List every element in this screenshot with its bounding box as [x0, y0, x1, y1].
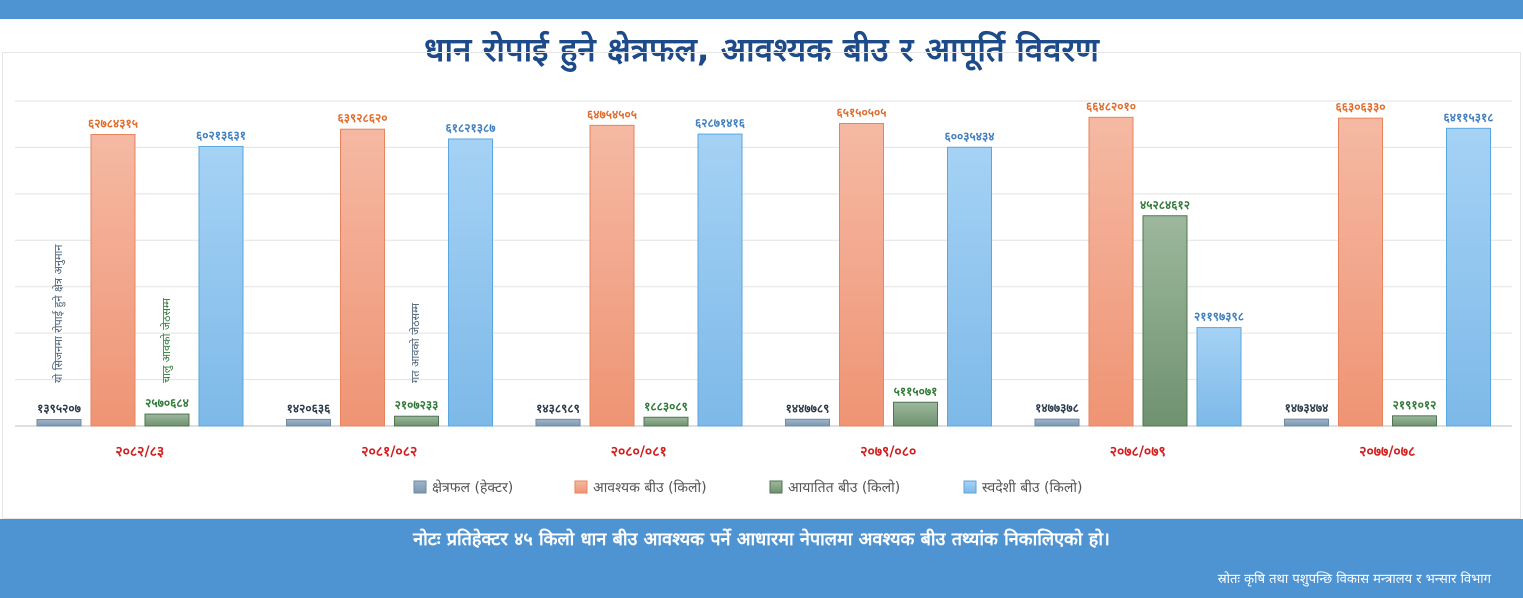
data-label-required-seed: ६४७५४५०५ [587, 107, 637, 121]
category-label: २०७८/०७९ [1110, 444, 1166, 460]
bar-area [36, 419, 82, 427]
bar-domestic-seed [1446, 127, 1491, 427]
annotation-import-previous: गत आवको जेठसम्म [409, 303, 422, 383]
data-label-required-seed: ६२७८४३१५ [88, 117, 138, 131]
bar-area [785, 418, 830, 427]
data-label-domestic-seed: ६४११५३१८ [1444, 110, 1494, 124]
legend-label-imported-seed: आयातित बीउ (किलो) [788, 479, 900, 496]
category-label: २०८२/८३ [115, 444, 164, 460]
category-label: २०७७/०७८ [1359, 444, 1415, 460]
bar-imported-seed [643, 416, 689, 427]
data-label-imported-seed: २५७०६८४ [145, 396, 189, 410]
category-label: २०८१/०८२ [361, 444, 417, 460]
data-label-domestic-seed: ६१८२१३८७ [446, 121, 497, 135]
data-label-required-seed: ६६४८२०१० [1086, 99, 1136, 113]
legend-label-required-seed: आवश्यक बीउ (किलो) [593, 479, 707, 496]
bar-imported-seed [1392, 415, 1437, 427]
bar-required-seed [340, 128, 385, 427]
data-label-required-seed: ६६३०६३३० [1336, 100, 1386, 114]
bar-required-seed [589, 124, 635, 427]
bar-required-seed [90, 134, 136, 427]
data-label-area: १४३८९८९ [536, 401, 580, 415]
data-label-domestic-seed: ६२८७१४१६ [695, 116, 746, 130]
top-band [0, 0, 1523, 19]
bar-required-seed [1088, 116, 1134, 427]
bar-required-seed [1338, 117, 1383, 427]
footer-band: नोटः प्रतिहेक्टर ४५ किलो धान बीउ आवश्यक … [0, 519, 1523, 598]
data-label-domestic-seed: २११९७३९८ [1194, 310, 1244, 324]
bar-chart: १३९५२०७ ६२७८४३१५ २५७०६८४ ६०२१३६३१ २०८२/८३ १४२… [15, 99, 1512, 496]
data-label-imported-seed: १८८३०८९ [644, 399, 688, 413]
bar-domestic-seed [448, 138, 493, 427]
legend-label-area: क्षेत्रफल (हेक्टर) [432, 479, 513, 496]
data-label-imported-seed: २१०७२३३ [395, 398, 439, 412]
data-label-area: १४७३४७४ [1285, 401, 1329, 415]
bar-area [1284, 418, 1329, 427]
source-credit: स्रोतः कृषि तथा पशुपन्छि विकास मन्त्रालय… [1217, 572, 1491, 587]
data-label-required-seed: ६३९२८६२० [338, 111, 388, 125]
data-label-imported-seed: २१९१०१२ [1393, 398, 1437, 412]
chart-area: १३९५२०७ ६२७८४३१५ २५७०६८४ ६०२१३६३१ २०८२/८३ १४२… [2, 52, 1521, 519]
bar-area [1034, 418, 1080, 427]
bar-imported-seed [394, 415, 439, 427]
bar-required-seed [839, 123, 884, 427]
legend-swatch-area [413, 480, 427, 494]
data-label-area: १४७७३७८ [1035, 401, 1079, 415]
data-label-imported-seed: ५११५०७१ [894, 384, 938, 398]
data-label-imported-seed: ४५२८४६१२ [1140, 198, 1190, 212]
bar-domestic-seed [1196, 327, 1242, 427]
bar-domestic-seed [198, 145, 244, 427]
legend-swatch-domestic-seed [963, 480, 977, 494]
annotation-import-current: चालु आवको जेठसम्म [160, 298, 173, 383]
data-label-area: १४४७७८९ [786, 401, 830, 415]
data-label-required-seed: ६५१५०५०५ [837, 106, 887, 120]
category-label: २०८०/०८१ [611, 444, 667, 460]
legend-label-domestic-seed: स्वदेशी बीउ (किलो) [982, 479, 1082, 496]
data-label-area: १४२०६३६ [287, 401, 331, 415]
bar-area [286, 418, 331, 427]
data-label-area: १३९५२०७ [37, 402, 81, 416]
chart-title: धान रोपाई हुने क्षेत्रफल, आवश्यक बीउ र आ… [424, 30, 1099, 69]
bar-domestic-seed [947, 146, 992, 427]
annotation-area-estimate: यो सिजनमा रोपाई हुने क्षेत्र अनुमान [52, 244, 66, 383]
bar-imported-seed [144, 413, 190, 427]
bar-domestic-seed [697, 133, 743, 427]
bar-imported-seed [1142, 215, 1188, 427]
footer-note: नोटः प्रतिहेक्टर ४५ किलो धान बीउ आवश्यक … [413, 529, 1110, 550]
legend-swatch-imported-seed [769, 480, 783, 494]
data-label-domestic-seed: ६०२१३६३१ [196, 128, 246, 142]
bar-imported-seed [893, 401, 938, 427]
data-label-domestic-seed: ६००३५४३४ [945, 129, 995, 143]
bar-area [535, 418, 581, 427]
category-label: २०७९/०८० [860, 444, 916, 460]
legend-swatch-required-seed [574, 480, 588, 494]
